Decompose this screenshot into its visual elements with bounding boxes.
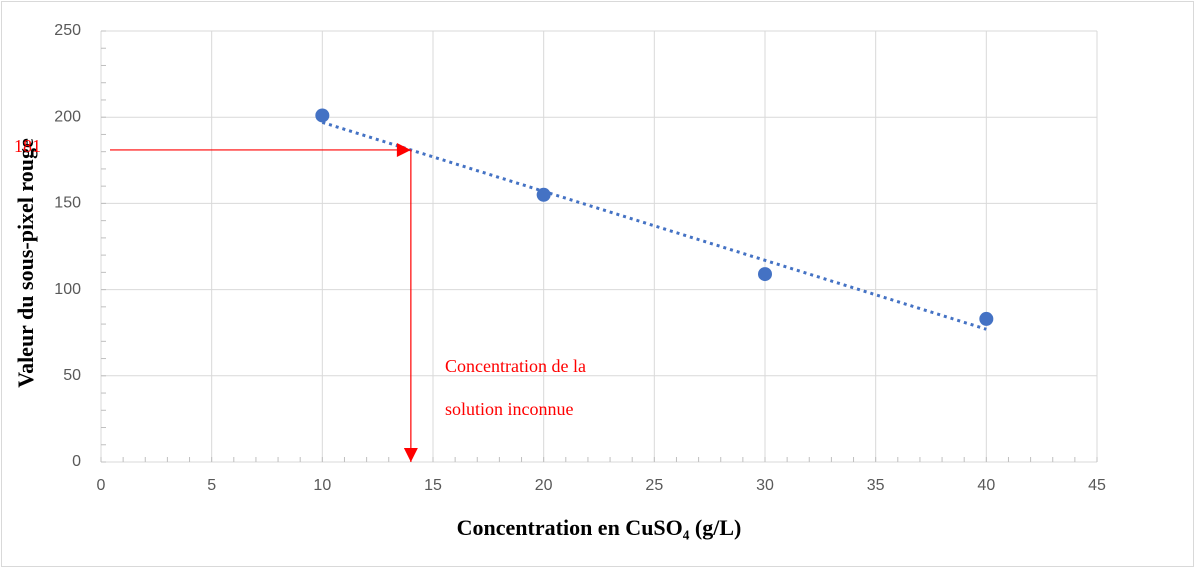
- x-tick-label: 15: [424, 477, 442, 494]
- y-tick-label: 0: [72, 453, 81, 470]
- y-axis-title: Valeur du sous-pixel rouge: [13, 138, 38, 388]
- x-tick-label: 35: [867, 477, 885, 494]
- x-tick-label: 20: [535, 477, 553, 494]
- x-tick-label: 45: [1088, 477, 1106, 494]
- y-tick-label: 200: [54, 108, 81, 125]
- data-point: [758, 267, 772, 282]
- x-tick-label: 30: [756, 477, 774, 494]
- data-point: [315, 108, 330, 123]
- minor-ticks: [100, 30, 1098, 463]
- annotation-value: 181: [14, 136, 41, 156]
- data-point: [979, 311, 994, 326]
- y-tick-label: 150: [54, 195, 81, 212]
- x-axis-title: Concentration en CuSO₄ (g/L): [457, 515, 742, 540]
- annotation-text: solution inconnue: [445, 399, 574, 419]
- x-tick-label: 25: [645, 477, 663, 494]
- data-point: [536, 187, 551, 202]
- x-tick-label: 40: [977, 477, 995, 494]
- annotation-text: Concentration de la: [445, 356, 586, 376]
- y-tick-label: 250: [54, 22, 81, 39]
- x-tick-label: 0: [97, 477, 106, 494]
- x-tick-label: 10: [313, 477, 331, 494]
- x-tick-label: 5: [207, 477, 216, 494]
- y-tick-label: 100: [54, 281, 81, 298]
- y-tick-label: 50: [63, 367, 81, 384]
